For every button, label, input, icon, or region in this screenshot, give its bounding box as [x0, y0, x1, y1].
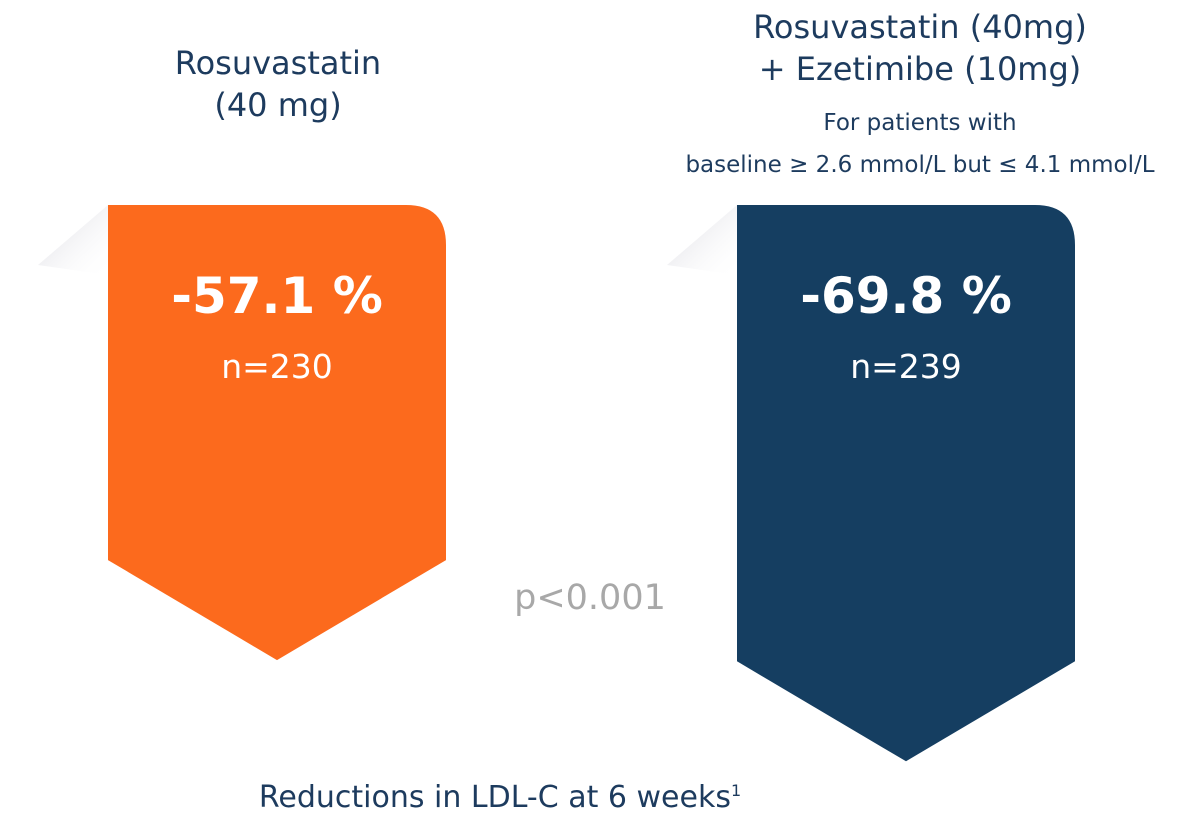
bar-title-rosuvastatin: Rosuvastatin (40 mg) [100, 42, 456, 126]
reduction-bar [108, 205, 446, 661]
patient-criteria-note: For patients with [823, 110, 1017, 136]
bar-value-label: -69.8 % [800, 267, 1012, 325]
bar-title-line: Rosuvastatin [174, 44, 382, 82]
baseline-criteria-note: baseline ≥ 2.6 mmol/L but ≤ 4.1 mmol/L [685, 152, 1155, 178]
bar-title-line: + Ezetimibe (10mg) [758, 50, 1082, 88]
caption-footnote-ref: 1 [730, 781, 742, 800]
bar-sample-size: n=230 [221, 347, 333, 386]
bar-title-combination: Rosuvastatin (40mg) + Ezetimibe (10mg) [640, 6, 1200, 90]
bar-sample-size: n=239 [850, 347, 962, 386]
bar-value-label: -57.1 % [171, 267, 383, 325]
bar-title-line: (40 mg) [214, 86, 342, 124]
bar-title-line: Rosuvastatin (40mg) [753, 8, 1087, 46]
bar-shadow-flap [667, 205, 737, 275]
bar-shadow-flap [38, 205, 108, 275]
chart-caption: Reductions in LDL-C at 6 weeks1 [180, 780, 820, 815]
reduction-bar [737, 205, 1075, 762]
caption-text: Reductions in LDL-C at 6 weeks [258, 780, 731, 815]
p-value-annotation: p<0.001 [514, 578, 666, 618]
